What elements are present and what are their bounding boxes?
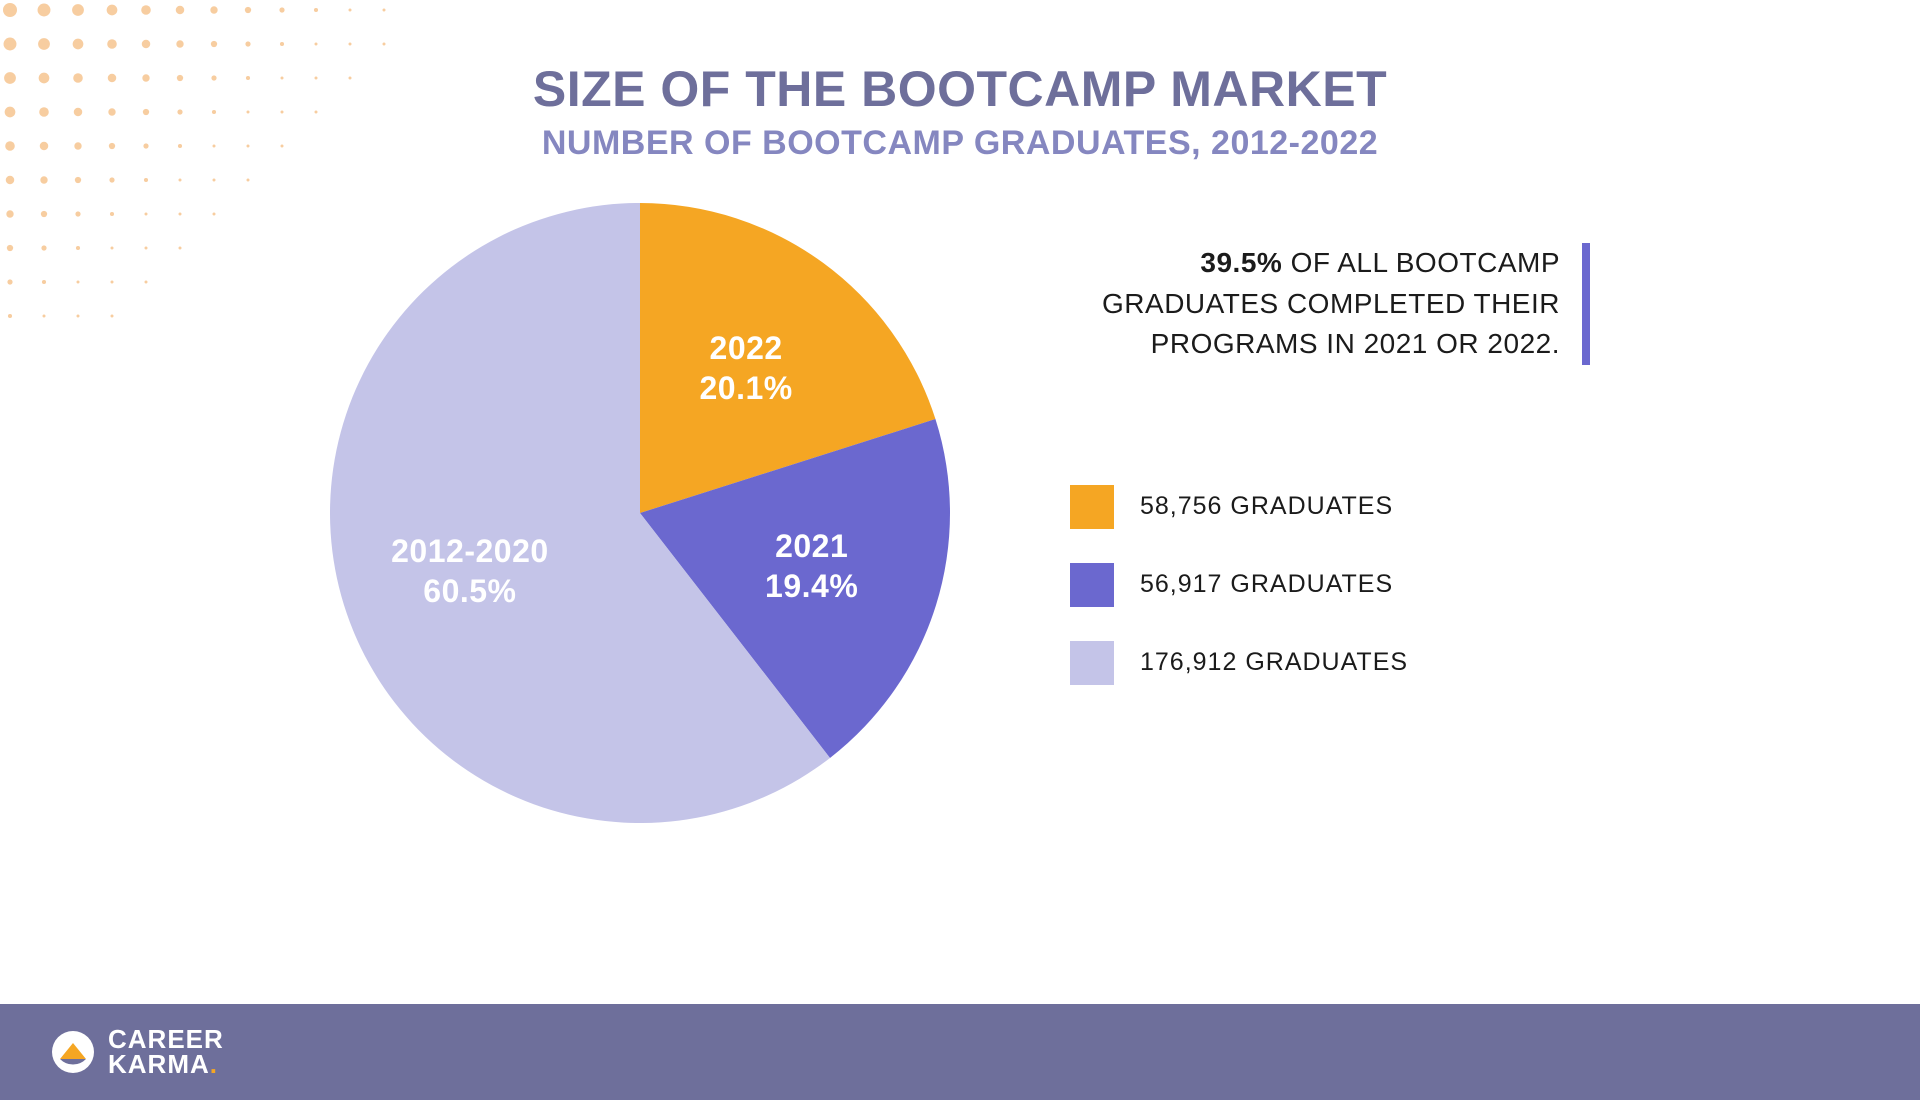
pie-slice-label-2022: 202220.1% [700,328,793,408]
legend-label: 56,917 GRADUATES [1140,570,1393,599]
callout-bold: 39.5% [1200,247,1282,278]
legend-item: 56,917 GRADUATES [1070,563,1590,607]
legend: 58,756 GRADUATES 56,917 GRADUATES 176,912 … [1030,485,1590,685]
footer-bar: CAREER KARMA. [0,1004,1920,1100]
page-subtitle: NUMBER OF BOOTCAMP GRADUATES, 2012-2022 [0,124,1920,163]
pie-svg [330,203,950,823]
brand-logo-dot: . [210,1049,218,1079]
brand-logo-text: CAREER KARMA. [108,1027,224,1076]
callout-text: 39.5% OF ALL BOOTCAMP GRADUATES COMPLETE… [1030,243,1590,365]
brand-logo-line2: KARMA [108,1049,210,1079]
legend-swatch [1070,563,1114,607]
page-title: SIZE OF THE BOOTCAMP MARKET [0,60,1920,118]
pie-chart: 202220.1% 202119.4% 2012-202060.5% [330,203,950,823]
pie-slice-label-2012-2020: 2012-202060.5% [391,531,549,611]
legend-label: 58,756 GRADUATES [1140,492,1393,521]
callout-rest: OF ALL BOOTCAMP GRADUATES COMPLETED THEI… [1102,247,1560,359]
legend-label: 176,912 GRADUATES [1140,648,1408,677]
legend-item: 58,756 GRADUATES [1070,485,1590,529]
brand-logo-icon [50,1029,96,1075]
legend-item: 176,912 GRADUATES [1070,641,1590,685]
pie-slice-label-2021: 202119.4% [765,526,858,606]
legend-swatch [1070,485,1114,529]
legend-swatch [1070,641,1114,685]
brand-logo: CAREER KARMA. [50,1027,224,1076]
